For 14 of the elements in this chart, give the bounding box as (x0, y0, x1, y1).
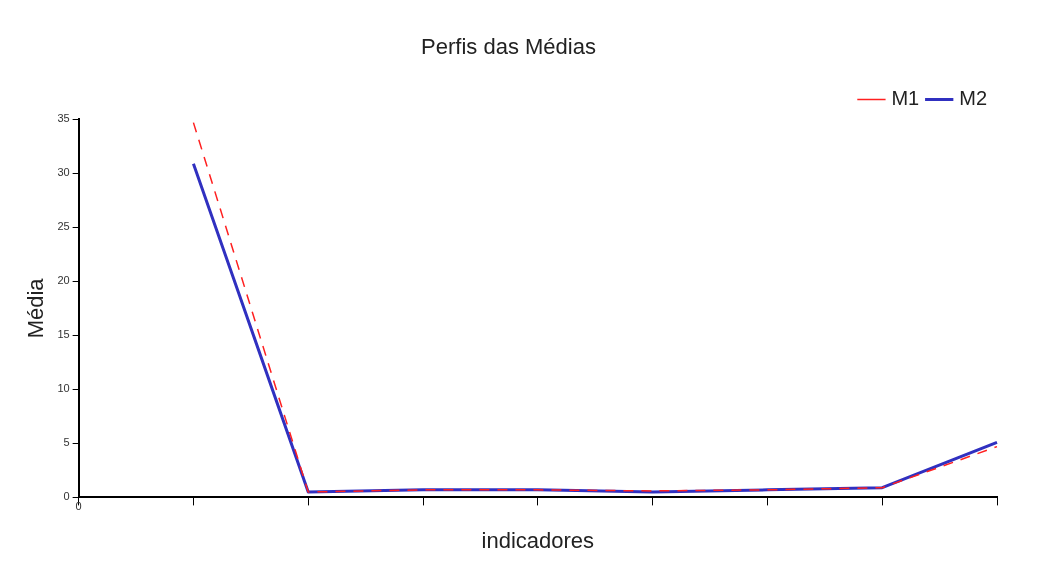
y-tick-label: 30 (57, 166, 70, 179)
y-tick-label: 35 (57, 112, 70, 125)
chart-title: Perfis das Médias (421, 34, 596, 60)
y-tick-label: 10 (57, 382, 70, 395)
text: 0 (75, 499, 82, 512)
y-tick-label: 25 (57, 220, 70, 233)
y-tick-label: 20 (57, 274, 70, 287)
y-axis-title: Média (23, 277, 49, 339)
y-tick-label: 0 (63, 490, 70, 503)
x-axis-title: indicadores (481, 527, 595, 553)
legend-label: M2 (959, 86, 988, 109)
y-tick-label: 5 (63, 436, 70, 449)
y-tick-label: 15 (57, 328, 70, 341)
legend-label: M1 (891, 86, 920, 109)
